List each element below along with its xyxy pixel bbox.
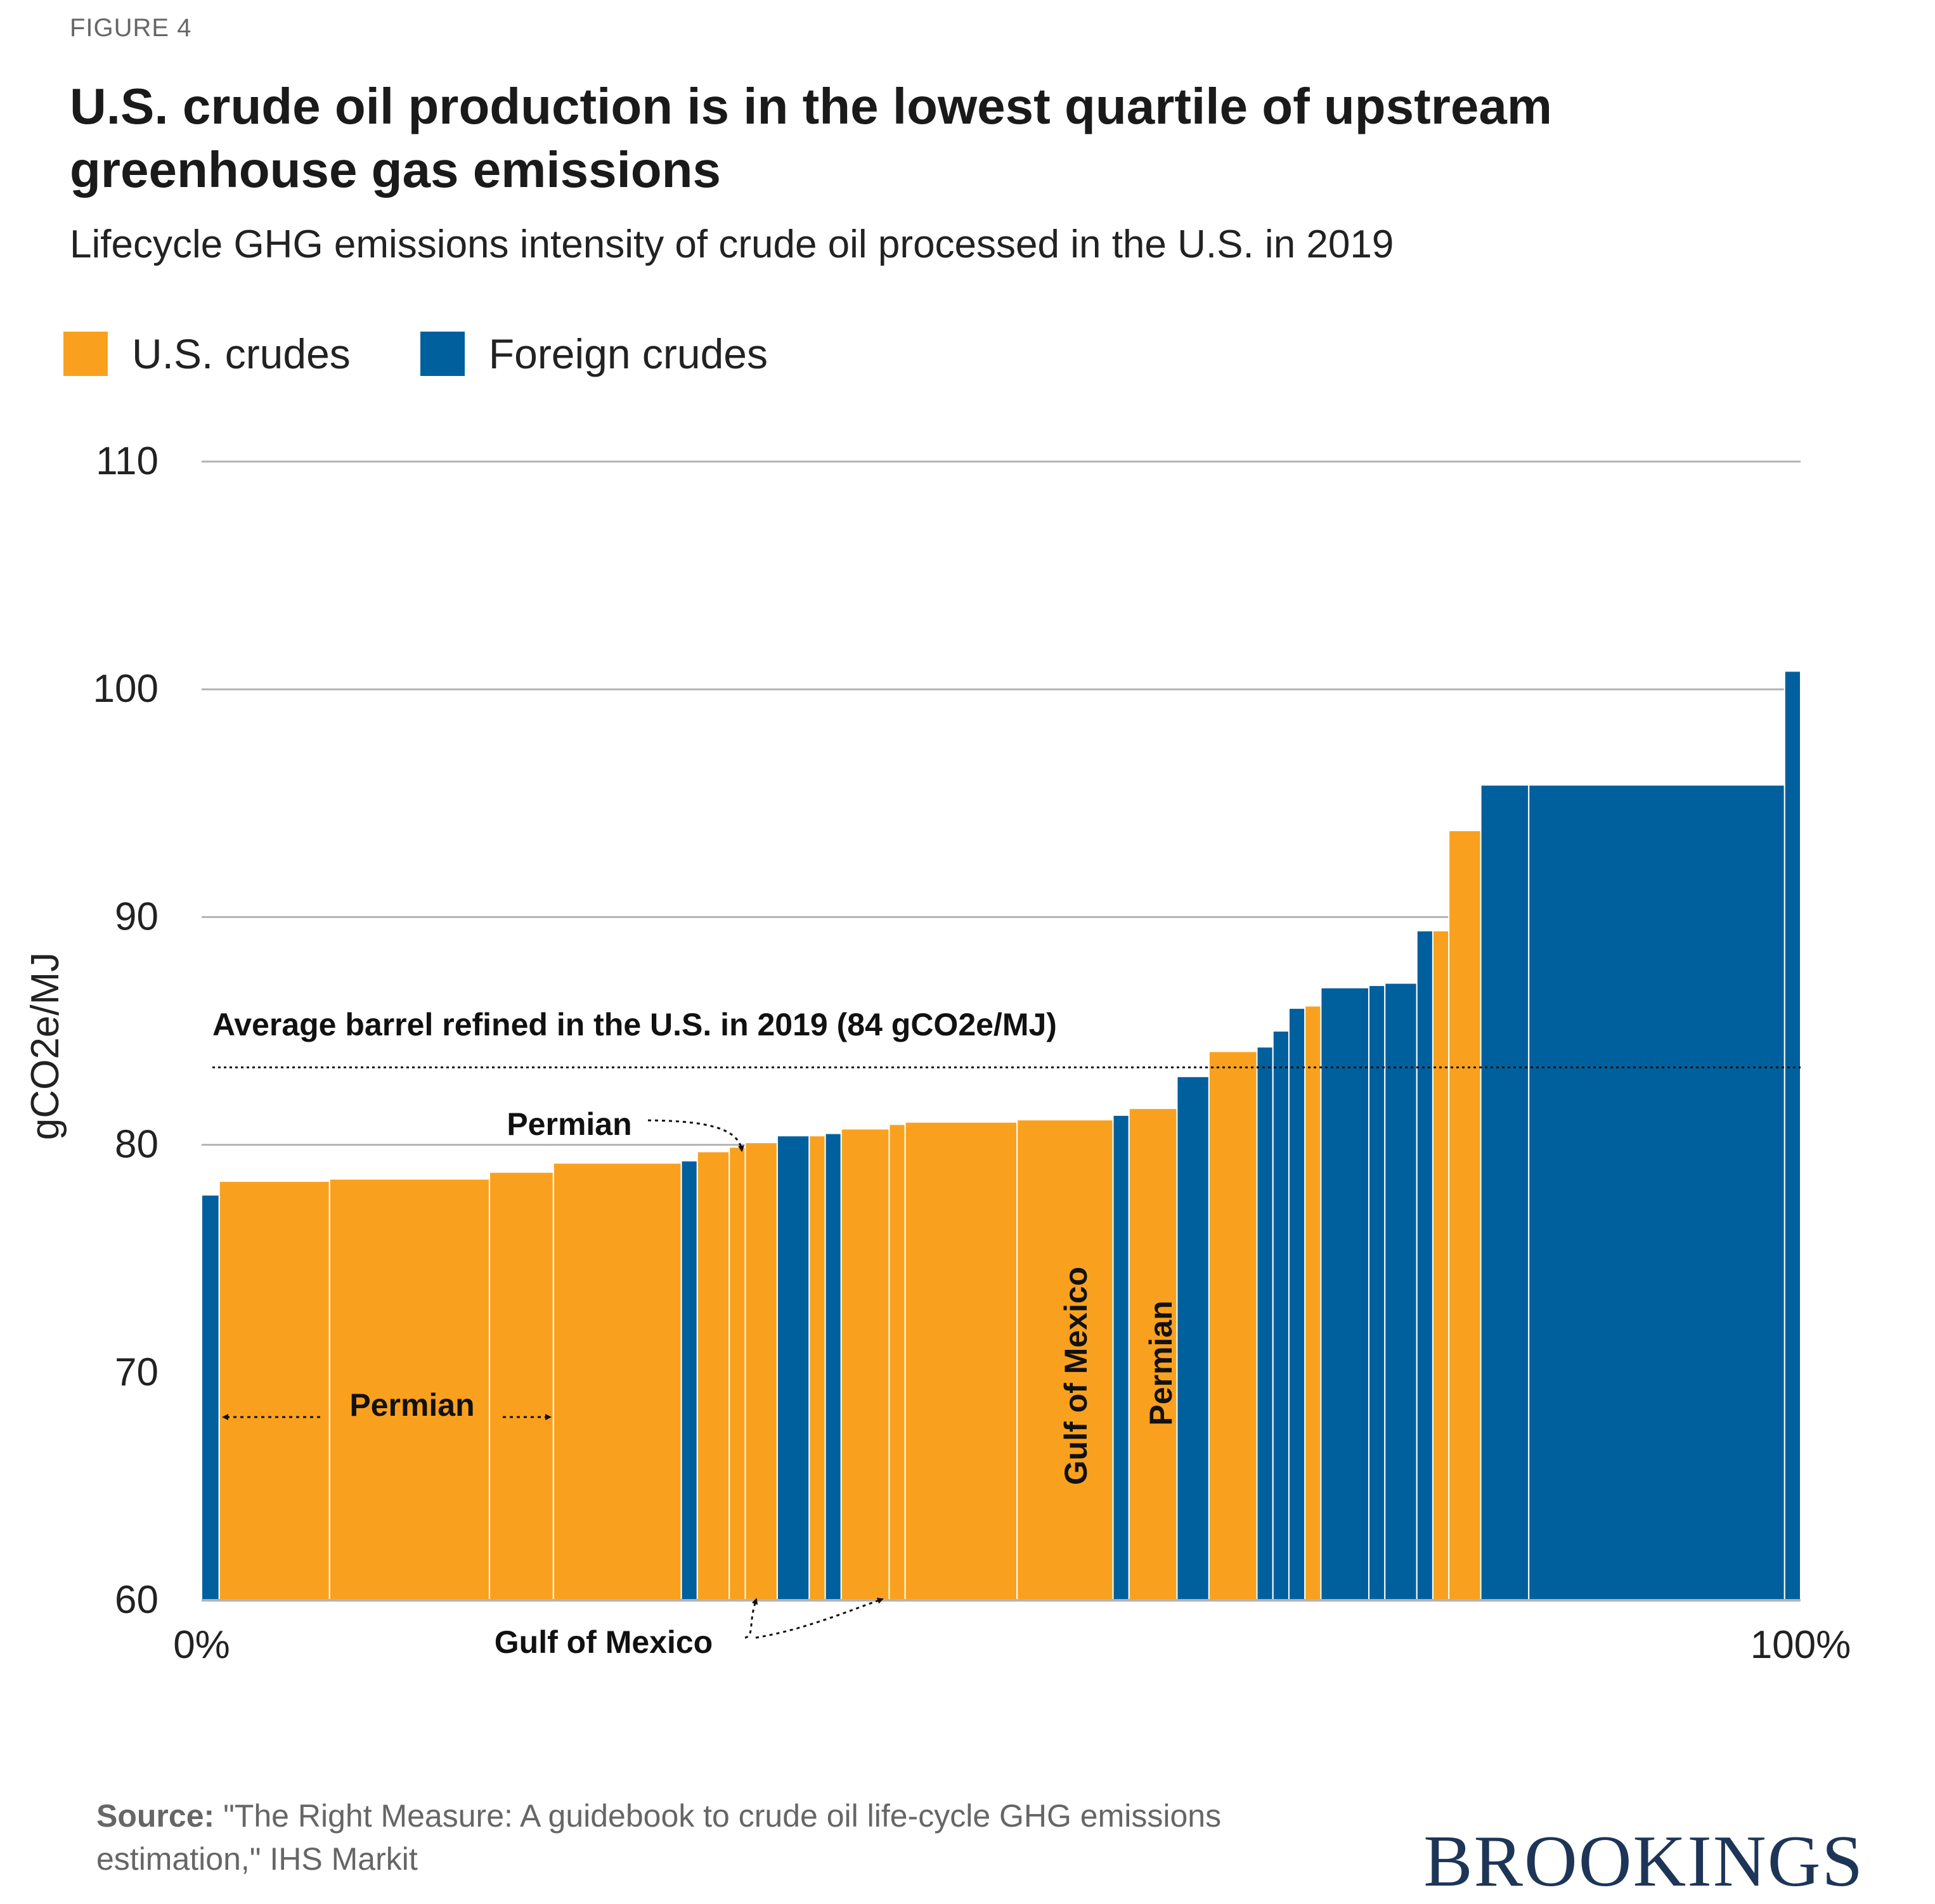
bar-us: [1448, 829, 1482, 1601]
bar-us: [1208, 1051, 1258, 1601]
annotation-gulf-bottom: Gulf of Mexico: [495, 1624, 713, 1660]
bar-us: [696, 1151, 730, 1601]
y-axis-label: gCO2e/MJ: [23, 952, 67, 1140]
y-tick-label: 110: [96, 439, 159, 483]
bar-us: [488, 1171, 554, 1601]
y-tick-label: 70: [115, 1350, 159, 1394]
y-tick-label: 80: [115, 1123, 159, 1167]
x-tick-label-start: 0%: [173, 1623, 230, 1667]
annotation-permian-main: Permian: [349, 1387, 474, 1423]
source-text: "The Right Measure: A guidebook to crude…: [96, 1798, 1222, 1877]
legend-swatch-us: [63, 332, 108, 376]
y-tick-label: 90: [115, 895, 159, 938]
bar-us: [888, 1124, 906, 1601]
bar-us: [744, 1142, 778, 1602]
chart-subtitle: Lifecycle GHG emissions intensity of cru…: [70, 223, 1394, 266]
annotation-arrow-gulf-b: [755, 1597, 884, 1639]
bar-foreign: [1272, 1030, 1290, 1601]
bar-foreign: [1288, 1007, 1306, 1601]
bar-us: [840, 1128, 890, 1602]
bar-foreign: [1176, 1075, 1210, 1601]
bar-us: [728, 1146, 746, 1601]
bar-us: [218, 1181, 330, 1601]
bar-us: [328, 1178, 490, 1601]
source-note: Source: "The Right Measure: A guidebook …: [96, 1794, 1301, 1881]
chart-title: U.S. crude oil production is in the lowe…: [70, 78, 1553, 198]
annotation-arrow-gulf-a: [744, 1598, 758, 1639]
legend-label-foreign: Foreign crudes: [488, 330, 768, 377]
bar-us: [552, 1162, 682, 1602]
bar-foreign: [1112, 1114, 1130, 1602]
bar-foreign: [1256, 1046, 1274, 1602]
bar-foreign: [824, 1132, 842, 1601]
y-tick-label: 60: [115, 1578, 159, 1622]
bar-foreign: [1416, 929, 1433, 1601]
bar-foreign: [776, 1135, 810, 1602]
bar-foreign: [1320, 987, 1370, 1601]
x-tick-label-end: 100%: [1751, 1623, 1851, 1667]
annotation-arrow-permian-top: [647, 1119, 744, 1152]
annotation-permian-top: Permian: [507, 1106, 631, 1142]
bar-foreign: [1368, 985, 1386, 1602]
bar-us: [1128, 1108, 1178, 1602]
brookings-logo: BROOKINGS: [1423, 1821, 1864, 1902]
bar-foreign: [680, 1160, 698, 1601]
source-label: Source:: [96, 1798, 215, 1834]
bar-foreign: [1783, 670, 1802, 1601]
annotation-gulf-vertical: Gulf of Mexico: [1058, 1267, 1094, 1485]
bar-foreign: [1480, 784, 1530, 1601]
y-tick-label: 100: [93, 667, 159, 711]
bar-us: [1304, 1005, 1322, 1602]
annotation-permian-vertical: Permian: [1143, 1300, 1179, 1425]
bar-foreign: [201, 1194, 220, 1601]
bar-foreign: [1384, 982, 1418, 1601]
bar-us: [808, 1135, 826, 1602]
bar-us: [1432, 929, 1450, 1601]
legend-swatch-foreign: [420, 332, 465, 376]
bar-us: [904, 1121, 1018, 1602]
legend: U.S. crudes Foreign crudes: [63, 330, 838, 378]
figure-label: FIGURE 4: [70, 14, 192, 42]
legend-label-us: U.S. crudes: [132, 330, 351, 377]
legend-item-foreign: Foreign crudes: [420, 330, 768, 378]
bar-foreign: [1528, 784, 1785, 1601]
legend-item-us: U.S. crudes: [63, 330, 351, 378]
reference-line-label: Average barrel refined in the U.S. in 20…: [212, 1007, 1057, 1042]
